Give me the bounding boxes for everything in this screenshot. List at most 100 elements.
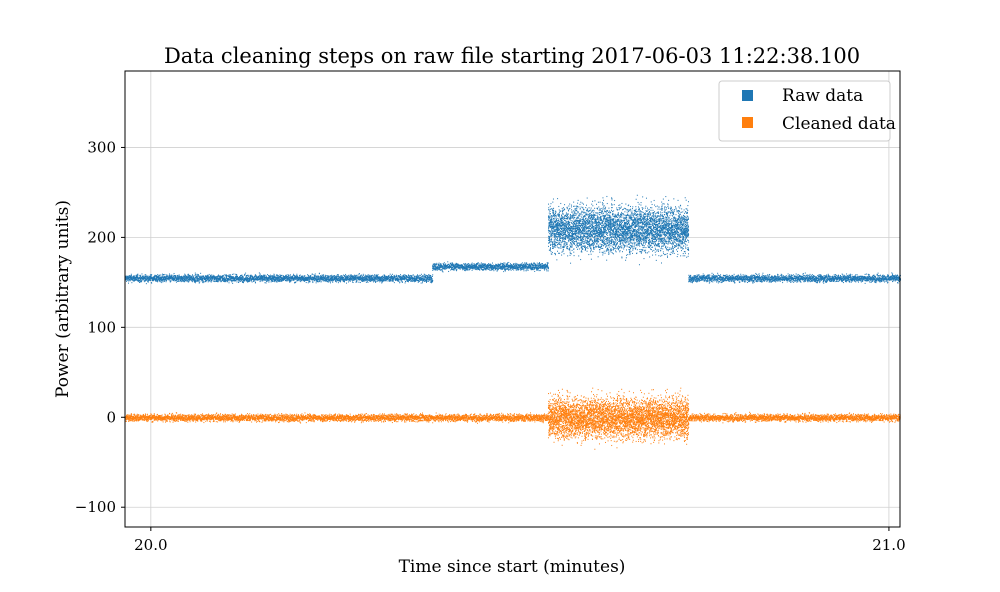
- data-point: [163, 277, 165, 279]
- data-point: [551, 234, 553, 236]
- data-point: [391, 279, 393, 281]
- data-point: [422, 279, 424, 281]
- data-point: [550, 213, 551, 215]
- data-point: [550, 215, 552, 217]
- data-point: [196, 276, 198, 278]
- data-point: [534, 268, 535, 270]
- data-point: [323, 275, 324, 277]
- data-point: [379, 281, 381, 283]
- data-point: [253, 277, 255, 279]
- data-point: [404, 276, 406, 278]
- data-point: [439, 269, 441, 271]
- data-point: [355, 278, 357, 280]
- data-point: [181, 279, 183, 281]
- data-point: [555, 233, 557, 235]
- data-point: [431, 282, 432, 284]
- data-point: [358, 278, 360, 280]
- data-point: [266, 277, 268, 279]
- data-point: [317, 276, 319, 278]
- data-point: [322, 279, 324, 281]
- data-point: [370, 280, 371, 282]
- data-point: [348, 279, 350, 282]
- data-point: [188, 274, 190, 276]
- data-point: [409, 274, 411, 277]
- data-point: [166, 274, 168, 276]
- data-point: [520, 267, 522, 269]
- data-point: [495, 266, 496, 268]
- data-point: [492, 266, 494, 268]
- data-point: [191, 276, 193, 278]
- data-point: [193, 277, 195, 279]
- data-point: [159, 279, 161, 281]
- data-point: [380, 277, 382, 279]
- data-point: [308, 276, 310, 278]
- data-point: [341, 275, 343, 277]
- data-point: [224, 278, 226, 280]
- data-point: [314, 278, 316, 280]
- data-point: [304, 274, 306, 277]
- data-point: [554, 232, 555, 235]
- data-point: [527, 269, 529, 271]
- data-point: [200, 276, 201, 279]
- data-point: [143, 275, 145, 278]
- data-point: [432, 266, 434, 268]
- data-point: [377, 277, 379, 279]
- data-point: [408, 277, 410, 279]
- data-point: [379, 280, 381, 282]
- data-point: [539, 264, 541, 266]
- data-point: [229, 278, 231, 280]
- data-point: [136, 275, 138, 277]
- data-point: [441, 268, 443, 270]
- data-point: [363, 279, 365, 281]
- data-point: [191, 277, 193, 279]
- data-point: [246, 280, 248, 282]
- data-point: [310, 276, 312, 278]
- data-point: [302, 280, 304, 282]
- data-point: [555, 244, 557, 246]
- data-point: [502, 267, 504, 269]
- data-point: [149, 274, 151, 276]
- data-point: [324, 278, 326, 281]
- data-point: [417, 275, 419, 277]
- data-point: [195, 276, 196, 278]
- data-point: [488, 264, 490, 266]
- data-point: [515, 264, 517, 267]
- data-point: [357, 279, 359, 281]
- data-point: [549, 222, 551, 224]
- data-point: [229, 277, 231, 279]
- data-point: [391, 280, 393, 282]
- data-point: [552, 246, 554, 248]
- data-point: [438, 266, 440, 268]
- data-point: [470, 263, 472, 265]
- data-point: [473, 266, 474, 268]
- data-point: [550, 251, 552, 253]
- data-point: [196, 276, 198, 278]
- data-point: [373, 275, 375, 277]
- data-point: [548, 230, 550, 232]
- data-point: [274, 277, 275, 279]
- data-point: [482, 264, 484, 266]
- data-point: [345, 277, 347, 279]
- data-point: [301, 279, 303, 281]
- data-point: [490, 265, 491, 268]
- data-point: [150, 275, 152, 277]
- data-point: [486, 267, 488, 269]
- data-point: [236, 281, 238, 283]
- data-point: [150, 278, 152, 280]
- data-point: [148, 275, 150, 277]
- data-point: [355, 277, 357, 279]
- data-point: [223, 274, 225, 276]
- data-point: [385, 275, 387, 278]
- data-point: [369, 277, 371, 279]
- data-point: [445, 263, 447, 265]
- data-point: [194, 278, 196, 280]
- data-point: [349, 275, 351, 278]
- data-point: [490, 264, 491, 266]
- data-point: [434, 268, 436, 270]
- data-point: [427, 280, 429, 282]
- data-point: [463, 263, 465, 265]
- data-point: [552, 241, 554, 243]
- data-point: [295, 281, 297, 283]
- data-point: [292, 279, 294, 281]
- data-point: [125, 278, 127, 280]
